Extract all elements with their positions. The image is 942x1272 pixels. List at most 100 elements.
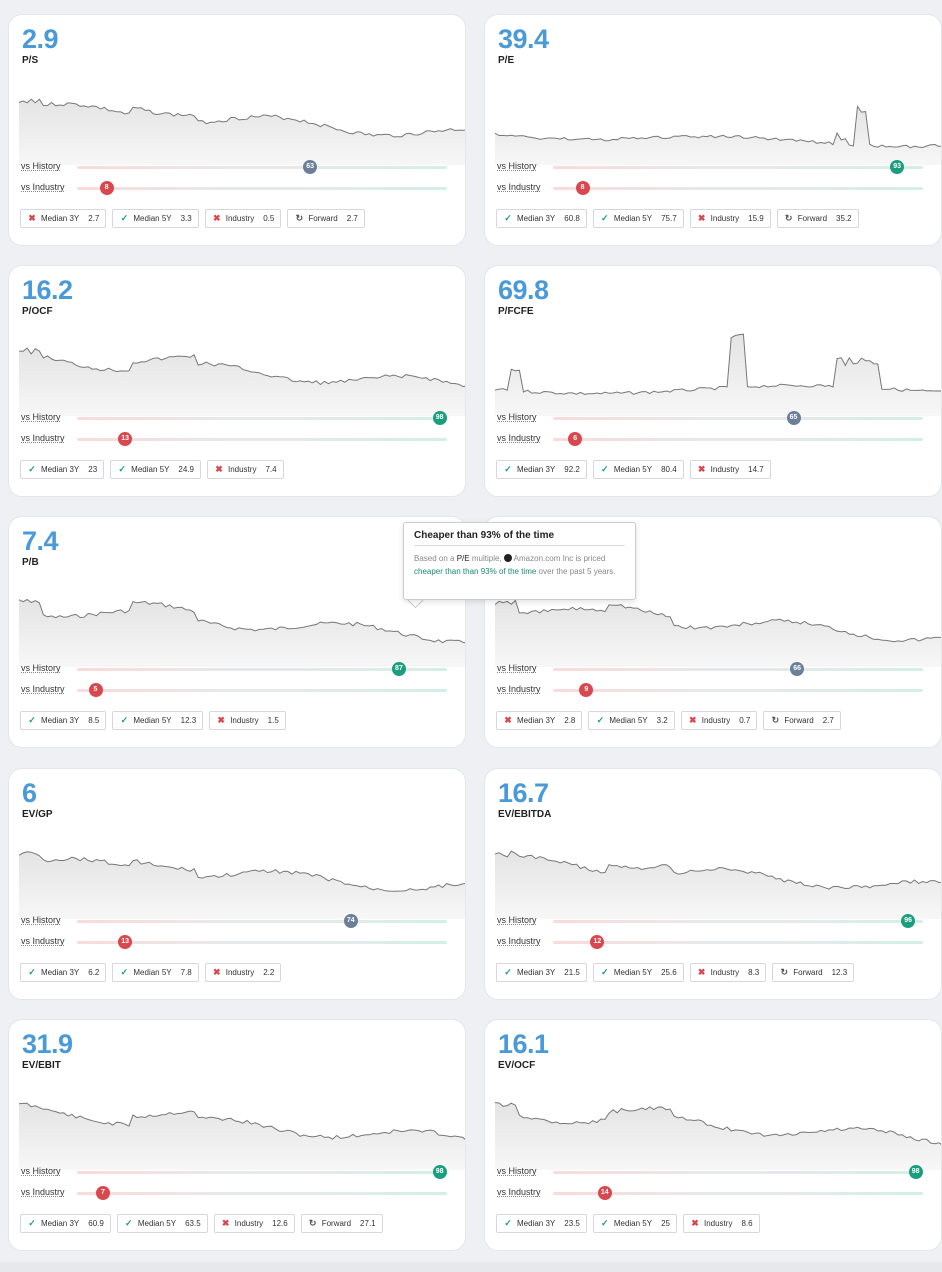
chip-median-5y[interactable]: ✓ Median 5Y 63.5 [116,1214,208,1233]
chip-median-3y[interactable]: ✓ Median 3Y 8.5 [20,711,107,730]
percentile-dot-history[interactable]: 66 [790,662,805,676]
percentile-dot-industry[interactable]: 13 [118,935,133,949]
percentile-dot-history[interactable]: 87 [391,662,406,676]
chip-industry[interactable]: ✖ Industry 7.4 [206,460,284,479]
sparkline-chart[interactable] [19,577,466,673]
chip-forward[interactable]: ↻ Forward 2.7 [763,711,841,730]
chip-forward[interactable]: ↻ Forward 27.1 [300,1214,383,1233]
sparkline-chart[interactable] [495,829,942,925]
chip-value: 8.6 [741,1219,753,1228]
chip-median-3y[interactable]: ✓ Median 3Y 92.2 [496,460,587,479]
chip-median-3y[interactable]: ✖ Median 3Y 2.7 [20,209,107,228]
chip-median-3y[interactable]: ✓ Median 3Y 60.8 [496,209,587,228]
chip-forward[interactable]: ↻ Forward 35.2 [776,209,859,228]
chip-median-5y[interactable]: ✓ Median 5Y 3.2 [588,711,675,730]
label-history[interactable]: vs History [21,412,61,422]
chip-median-5y[interactable]: ✓ Median 5Y 24.9 [110,460,201,479]
percentile-dot-history[interactable]: 65 [786,411,801,425]
percentile-dot-industry[interactable]: 5 [88,683,103,697]
valuation-card-p-s[interactable]: 2.9 P/S vs History 63 vs Industry 8 ✖ Median 3Y… [8,14,466,246]
percentile-dot-history[interactable]: 63 [303,160,318,174]
percentile-dot-history[interactable]: 98 [908,1165,923,1179]
chip-industry[interactable]: ✖ Industry 0.5 [204,209,282,228]
sparkline-chart[interactable] [495,75,942,171]
label-history[interactable]: vs History [497,412,537,422]
label-industry[interactable]: vs Industry [21,684,65,694]
label-industry[interactable]: vs Industry [497,1187,541,1197]
sparkline-chart[interactable] [495,326,942,422]
chip-industry[interactable]: ✖ Industry 2.2 [204,963,282,982]
chip-industry[interactable]: ✖ Industry 0.7 [680,711,758,730]
track-history [77,166,447,169]
chip-industry[interactable]: ✖ Industry 8.3 [689,963,767,982]
valuation-card-ev-gp[interactable]: 6 EV/GP vs History 74 vs Industry 13 ✓ Median 3… [8,768,466,1000]
sparkline-chart[interactable] [19,326,466,422]
label-industry[interactable]: vs Industry [21,1187,65,1197]
track-industry [77,941,447,944]
label-history[interactable]: vs History [21,915,61,925]
label-industry[interactable]: vs Industry [497,182,541,192]
sparkline-chart[interactable] [495,577,942,673]
label-industry[interactable]: vs Industry [21,433,65,443]
valuation-card-p-e[interactable]: 39.4 P/E vs History 93 vs Industry 8 ✓ Median 3… [484,14,942,246]
chip-median-5y[interactable]: ✓ Median 5Y 3.3 [112,209,199,228]
chip-median-3y[interactable]: ✓ Median 3Y 6.2 [20,963,107,982]
percentile-dot-industry[interactable]: 6 [568,432,583,446]
chip-value: 14.7 [748,465,764,474]
chip-median-3y[interactable]: ✓ Median 3Y 60.9 [20,1214,111,1233]
percentile-dot-industry[interactable]: 12 [590,935,605,949]
chip-industry[interactable]: ✖ Industry 12.6 [213,1214,295,1233]
sparkline-chart[interactable] [495,1080,942,1176]
label-industry[interactable]: vs Industry [21,936,65,946]
sparkline-chart[interactable] [19,829,466,925]
percentile-dot-history[interactable]: 74 [343,914,358,928]
chip-median-3y[interactable]: ✓ Median 3Y 23 [20,460,105,479]
chip-industry[interactable]: ✖ Industry 1.5 [209,711,286,730]
label-industry[interactable]: vs Industry [497,936,541,946]
valuation-card-ev-ebitda[interactable]: 16.7 EV/EBITDA vs History 96 vs Industry 12 ✓ M… [484,768,942,1000]
percentile-dot-history[interactable]: 93 [890,160,905,174]
percentile-dot-history[interactable]: 96 [901,914,916,928]
percentile-dot-history[interactable]: 98 [432,1165,447,1179]
chip-median-5y[interactable]: ✓ Median 5Y 12.3 [112,711,204,730]
chip-median-3y[interactable]: ✖ Median 3Y 2.8 [496,711,583,730]
label-history[interactable]: vs History [21,161,61,171]
percentile-dot-industry[interactable]: 14 [597,1186,612,1200]
label-industry[interactable]: vs Industry [497,433,541,443]
label-history[interactable]: vs History [497,915,537,925]
chip-median-5y[interactable]: ✓ Median 5Y 25 [592,1214,677,1233]
chip-median-3y[interactable]: ✓ Median 3Y 21.5 [496,963,587,982]
valuation-card-p-ocf[interactable]: 16.2 P/OCF vs History 98 vs Industry 13 ✓ Media… [8,265,466,497]
valuation-card-ev-ocf[interactable]: 16.1 EV/OCF vs History 98 vs Industry 14 ✓ Medi… [484,1019,942,1251]
chip-median-5y[interactable]: ✓ Median 5Y 25.6 [592,963,684,982]
metric-label: P/E [498,55,515,66]
chip-median-5y[interactable]: ✓ Median 5Y 80.4 [592,460,684,479]
percentile-dot-industry[interactable]: 8 [575,181,590,195]
percentile-dot-industry[interactable]: 7 [95,1186,110,1200]
chip-industry[interactable]: ✖ Industry 15.9 [689,209,771,228]
chip-forward[interactable]: ↻ Forward 2.7 [287,209,365,228]
percentile-dot-industry[interactable]: 9 [579,683,594,697]
label-industry[interactable]: vs Industry [497,684,541,694]
chip-median-5y[interactable]: ✓ Median 5Y 7.8 [112,963,199,982]
label-history[interactable]: vs History [497,1166,537,1176]
valuation-card-p-b[interactable]: 7.4 P/B vs History 87 vs Industry 5 ✓ Median 3Y… [8,516,466,748]
chip-industry[interactable]: ✖ Industry 14.7 [689,460,771,479]
sparkline-chart[interactable] [19,1080,466,1176]
label-history[interactable]: vs History [21,663,61,673]
percentile-dot-industry[interactable]: 13 [118,432,133,446]
valuation-card-p-fcfe[interactable]: 69.8 P/FCFE vs History 65 vs Industry 6 ✓ Media… [484,265,942,497]
sparkline-chart[interactable] [19,75,466,171]
percentile-dot-industry[interactable]: 8 [99,181,114,195]
label-industry[interactable]: vs Industry [21,182,65,192]
chip-median-3y[interactable]: ✓ Median 3Y 23.5 [496,1214,587,1233]
label-history[interactable]: vs History [497,161,537,171]
label-history[interactable]: vs History [497,663,537,673]
valuation-card-ev-ebit[interactable]: 31.9 EV/EBIT vs History 98 vs Industry 7 ✓ Medi… [8,1019,466,1251]
chip-industry[interactable]: ✖ Industry 8.6 [682,1214,760,1233]
chip-label: Industry [225,968,255,977]
label-history[interactable]: vs History [21,1166,61,1176]
chip-median-5y[interactable]: ✓ Median 5Y 75.7 [592,209,684,228]
chip-forward[interactable]: ↻ Forward 12.3 [772,963,855,982]
percentile-dot-history[interactable]: 98 [432,411,447,425]
